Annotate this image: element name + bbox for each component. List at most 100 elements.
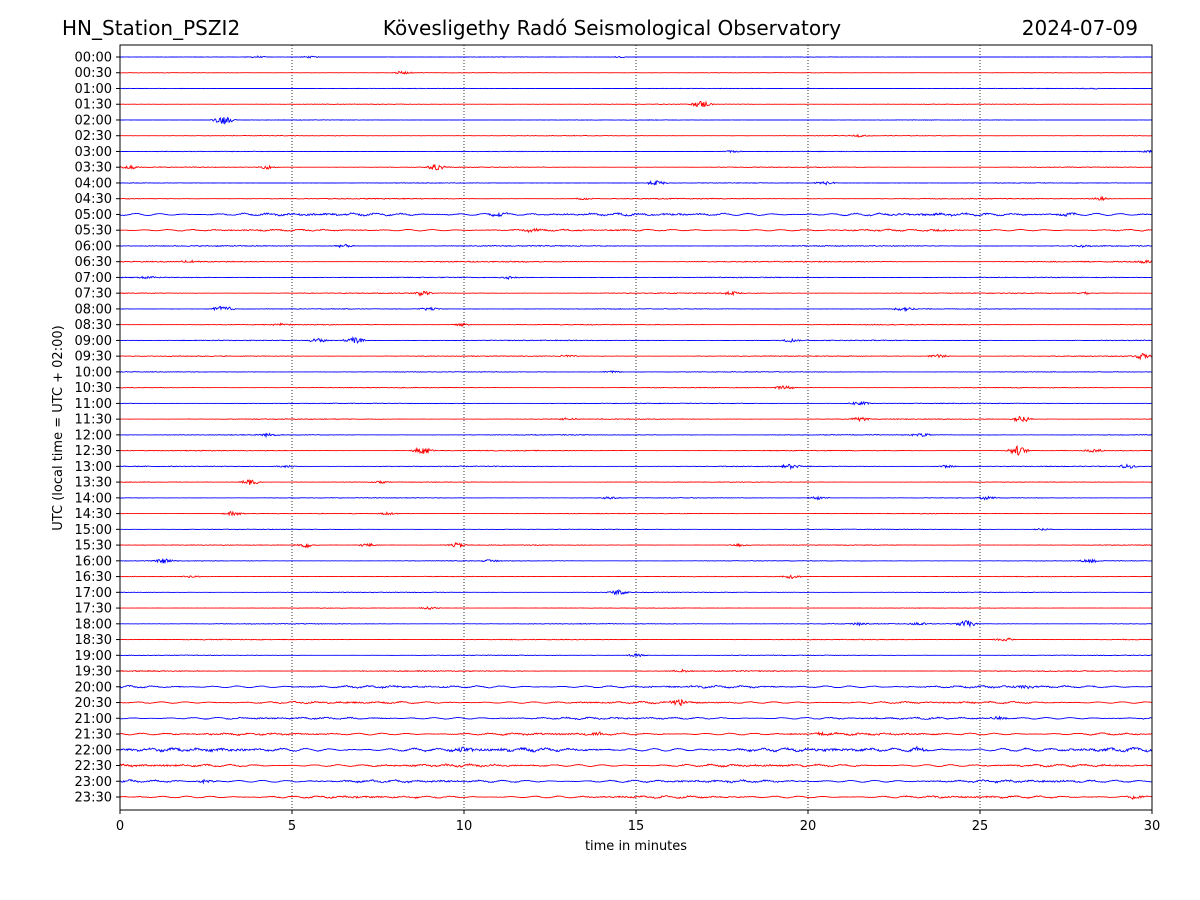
x-tick-labels: 0 5 10 15 20 25 30 <box>116 810 1160 834</box>
trace-0630 <box>119 259 1153 264</box>
chart-title: Kövesligethy Radó Seismological Observat… <box>383 16 841 40</box>
y-tick-label: 05:00 <box>75 208 112 223</box>
y-tick-label: 03:00 <box>75 145 112 160</box>
trace-1700 <box>119 589 1152 596</box>
y-tick-label: 19:00 <box>75 649 112 664</box>
trace-0500 <box>119 211 1153 218</box>
y-tick-label: 22:00 <box>75 743 112 758</box>
y-tick-label: 15:00 <box>75 523 112 538</box>
y-tick-label: 23:30 <box>75 791 112 806</box>
trace-2330 <box>119 795 1153 801</box>
trace-1430 <box>119 510 1153 517</box>
trace-2030 <box>119 698 1153 707</box>
x-tick-label: 25 <box>972 819 989 834</box>
y-tick-label: 16:30 <box>75 570 112 585</box>
y-tick-label: 03:30 <box>75 161 112 176</box>
date-title: 2024-07-09 <box>1022 16 1138 40</box>
trace-0230 <box>120 133 1152 138</box>
x-tick-label: 0 <box>116 819 124 834</box>
trace-1030 <box>119 385 1153 391</box>
y-tick-label: 21:00 <box>75 712 112 727</box>
y-tick-label: 07:00 <box>75 271 112 286</box>
station-title: HN_Station_PSZI2 <box>62 16 240 40</box>
y-tick-label: 06:30 <box>75 255 112 270</box>
y-tick-label: 04:30 <box>75 192 112 207</box>
y-tick-label: 09:30 <box>75 350 112 365</box>
trace-0800 <box>120 305 1152 313</box>
trace-0000 <box>120 55 1153 59</box>
y-tick-label: 13:00 <box>75 460 112 475</box>
y-tick-label: 01:00 <box>75 82 112 97</box>
trace-0830 <box>119 322 1153 328</box>
trace-1130 <box>120 415 1153 423</box>
trace-0130 <box>119 100 1153 108</box>
y-tick-label: 17:30 <box>75 602 112 617</box>
y-tick-label: 12:00 <box>75 428 112 443</box>
trace-1200 <box>120 432 1153 439</box>
y-tick-label: 23:00 <box>75 775 112 790</box>
trace-0330 <box>119 163 1153 171</box>
y-tick-label: 14:00 <box>75 491 112 506</box>
trace-2230 <box>120 762 1153 768</box>
trace-0730 <box>119 290 1153 297</box>
trace-0300 <box>119 149 1153 154</box>
y-axis-label: UTC (local time = UTC + 02:00) <box>51 325 66 530</box>
trace-1400 <box>119 495 1152 501</box>
trace-0530 <box>119 227 1153 234</box>
y-tick-label: 09:00 <box>75 334 112 349</box>
trace-1530 <box>120 541 1153 549</box>
y-tick-label: 20:30 <box>75 696 112 711</box>
y-tick-label: 10:30 <box>75 381 112 396</box>
y-tick-label: 08:00 <box>75 302 112 317</box>
y-tick-label: 14:30 <box>75 507 112 522</box>
plot-frame <box>119 44 1153 811</box>
trace-2100 <box>119 715 1153 721</box>
trace-1730 <box>120 606 1152 611</box>
trace-0930 <box>119 352 1153 361</box>
y-tick-label: 05:30 <box>75 224 112 239</box>
x-tick-label: 10 <box>456 819 473 834</box>
trace-0700 <box>120 275 1152 280</box>
trace-1000 <box>119 370 1153 374</box>
y-tick-label: 06:00 <box>75 239 112 254</box>
y-tick-label: 22:30 <box>75 759 112 774</box>
y-tick-label: 19:30 <box>75 665 112 680</box>
x-tick-label: 20 <box>800 819 817 834</box>
y-tick-label: 02:30 <box>75 129 112 144</box>
trace-2000 <box>119 684 1152 690</box>
y-tick-label: 04:00 <box>75 176 112 191</box>
trace-1230 <box>119 445 1153 456</box>
y-tick-label: 00:30 <box>75 66 112 81</box>
y-tick-label: 13:30 <box>75 476 112 491</box>
trace-1500 <box>119 527 1153 531</box>
trace-0900 <box>119 336 1153 345</box>
traces <box>119 55 1153 801</box>
y-tick-label: 02:00 <box>75 113 112 128</box>
trace-0400 <box>119 180 1152 186</box>
y-tick-label: 20:00 <box>75 680 112 695</box>
trace-2130 <box>119 730 1153 737</box>
trace-2200 <box>119 745 1153 753</box>
trace-1100 <box>119 400 1152 406</box>
y-tick-label: 11:00 <box>75 397 112 412</box>
y-tick-label: 00:00 <box>75 51 112 66</box>
trace-1300 <box>119 463 1153 471</box>
trace-0030 <box>120 70 1152 75</box>
trace-0430 <box>119 195 1152 202</box>
trace-0100 <box>120 87 1152 90</box>
y-tick-label: 15:30 <box>75 539 112 554</box>
y-tick-label: 16:00 <box>75 554 112 569</box>
trace-1600 <box>119 558 1152 565</box>
trace-0600 <box>119 243 1153 249</box>
y-tick-label: 11:30 <box>75 413 112 428</box>
y-tick-label: 10:00 <box>75 365 112 380</box>
y-tick-label: 21:30 <box>75 728 112 743</box>
y-tick-label: 18:00 <box>75 617 112 632</box>
y-tick-label: 01:30 <box>75 98 112 113</box>
y-tick-label: 18:30 <box>75 633 112 648</box>
y-tick-label: 12:30 <box>75 444 112 459</box>
grid-lines <box>291 45 981 810</box>
y-tick-label: 07:30 <box>75 287 112 302</box>
x-tick-label: 30 <box>1144 819 1161 834</box>
